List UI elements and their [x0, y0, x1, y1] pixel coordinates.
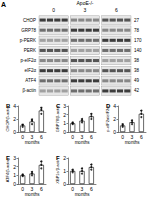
- svg-text:1: 1: [63, 120, 66, 126]
- svg-text:GRP78: GRP78: [21, 28, 36, 33]
- svg-text:2: 2: [13, 116, 16, 122]
- svg-text:0: 0: [21, 134, 24, 140]
- svg-text:3: 3: [31, 134, 34, 140]
- svg-text:2: 2: [113, 116, 116, 122]
- svg-text:GRP78/β-actin: GRP78/β-actin: [55, 106, 60, 132]
- svg-text:months: months: [75, 140, 91, 145]
- svg-text:C: C: [56, 103, 61, 109]
- svg-text:A: A: [1, 1, 6, 8]
- svg-text:6: 6: [90, 134, 93, 140]
- svg-text:38: 38: [134, 58, 140, 63]
- svg-text:140: 140: [134, 48, 142, 53]
- svg-text:eIF2α: eIF2α: [24, 68, 36, 73]
- svg-text:p-PERK: p-PERK: [20, 38, 36, 43]
- svg-text:1: 1: [13, 172, 16, 178]
- svg-text:CHOP/β-actin: CHOP/β-actin: [5, 107, 10, 132]
- svg-text:ATF4/β-actin: ATF4/β-actin: [5, 160, 10, 183]
- svg-text:38: 38: [134, 68, 140, 73]
- svg-text:F: F: [56, 155, 60, 161]
- svg-text:0: 0: [63, 181, 66, 187]
- svg-text:3: 3: [81, 186, 84, 192]
- svg-text:3: 3: [131, 134, 134, 140]
- svg-text:PERK: PERK: [24, 48, 36, 53]
- svg-text:170: 170: [134, 38, 142, 43]
- svg-text:27: 27: [134, 18, 140, 23]
- svg-text:6: 6: [140, 134, 143, 140]
- svg-text:6: 6: [40, 186, 43, 192]
- svg-text:CHOP: CHOP: [23, 18, 36, 23]
- svg-text:2: 2: [63, 112, 66, 118]
- svg-text:0: 0: [52, 7, 55, 13]
- svg-text:42: 42: [134, 88, 140, 93]
- svg-text:months: months: [125, 140, 141, 145]
- svg-text:months: months: [25, 192, 41, 197]
- svg-text:3: 3: [63, 103, 66, 109]
- svg-text:4: 4: [13, 103, 16, 109]
- svg-text:2: 2: [13, 164, 16, 170]
- svg-text:6: 6: [40, 134, 43, 140]
- svg-text:0: 0: [71, 134, 74, 140]
- svg-text:XBP1s/β-actin: XBP1s/β-actin: [55, 158, 60, 183]
- svg-text:3: 3: [84, 7, 87, 13]
- svg-text:p-eIF2α: p-eIF2α: [20, 58, 36, 63]
- svg-text:0: 0: [63, 129, 66, 135]
- svg-text:β-actin: β-actin: [22, 88, 36, 93]
- svg-text:months: months: [75, 192, 91, 197]
- svg-text:0: 0: [13, 181, 16, 187]
- svg-text:ATF4: ATF4: [25, 78, 36, 83]
- svg-text:6: 6: [115, 7, 118, 13]
- svg-text:B: B: [6, 103, 11, 109]
- svg-text:0: 0: [13, 129, 16, 135]
- svg-text:78: 78: [134, 28, 140, 33]
- svg-text:months: months: [25, 140, 41, 145]
- svg-text:p-eIF2α/eIF2α: p-eIF2α/eIF2α: [105, 106, 110, 132]
- svg-text:ApoE-/-: ApoE-/-: [77, 0, 94, 6]
- svg-text:D: D: [106, 103, 111, 109]
- svg-text:4: 4: [113, 103, 116, 109]
- svg-text:3: 3: [13, 155, 16, 161]
- svg-text:E: E: [6, 155, 10, 161]
- svg-text:1: 1: [63, 168, 66, 174]
- svg-text:0: 0: [21, 186, 24, 192]
- svg-text:0: 0: [71, 186, 74, 192]
- svg-text:0: 0: [113, 129, 116, 135]
- svg-text:3: 3: [81, 134, 84, 140]
- svg-text:0: 0: [121, 134, 124, 140]
- svg-text:3: 3: [31, 186, 34, 192]
- svg-text:6: 6: [90, 186, 93, 192]
- svg-text:2: 2: [63, 155, 66, 161]
- svg-text:49: 49: [134, 78, 140, 83]
